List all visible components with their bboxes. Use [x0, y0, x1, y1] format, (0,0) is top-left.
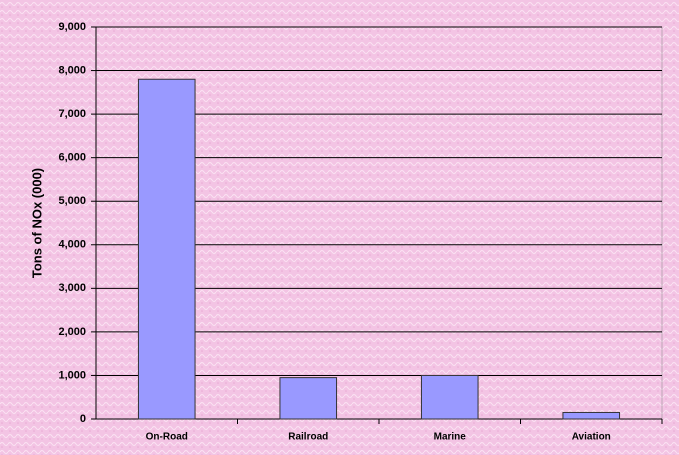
y-tick-label: 7,000: [58, 108, 86, 120]
bar: [137, 78, 196, 420]
x-tick-label: Marine: [434, 432, 467, 443]
bar: [420, 374, 479, 420]
bar: [279, 377, 338, 420]
y-tick-label: 5,000: [58, 195, 86, 207]
y-axis-label: Tons of NOx (000): [29, 168, 44, 278]
y-tick-label: 2,000: [58, 326, 86, 338]
x-tick-label: On-Road: [146, 432, 188, 443]
y-tick-label: 6,000: [58, 152, 86, 164]
y-tick-label: 9,000: [58, 21, 86, 33]
y-tick-label: 8,000: [58, 64, 86, 76]
y-tick-label: 3,000: [58, 282, 86, 294]
bar: [562, 411, 621, 420]
y-tick-label: 0: [80, 413, 86, 425]
y-tick-label: 1,000: [58, 369, 86, 381]
x-tick-label: Railroad: [288, 432, 328, 443]
y-tick-label: 4,000: [58, 239, 86, 251]
x-tick-label: Aviation: [572, 432, 611, 443]
